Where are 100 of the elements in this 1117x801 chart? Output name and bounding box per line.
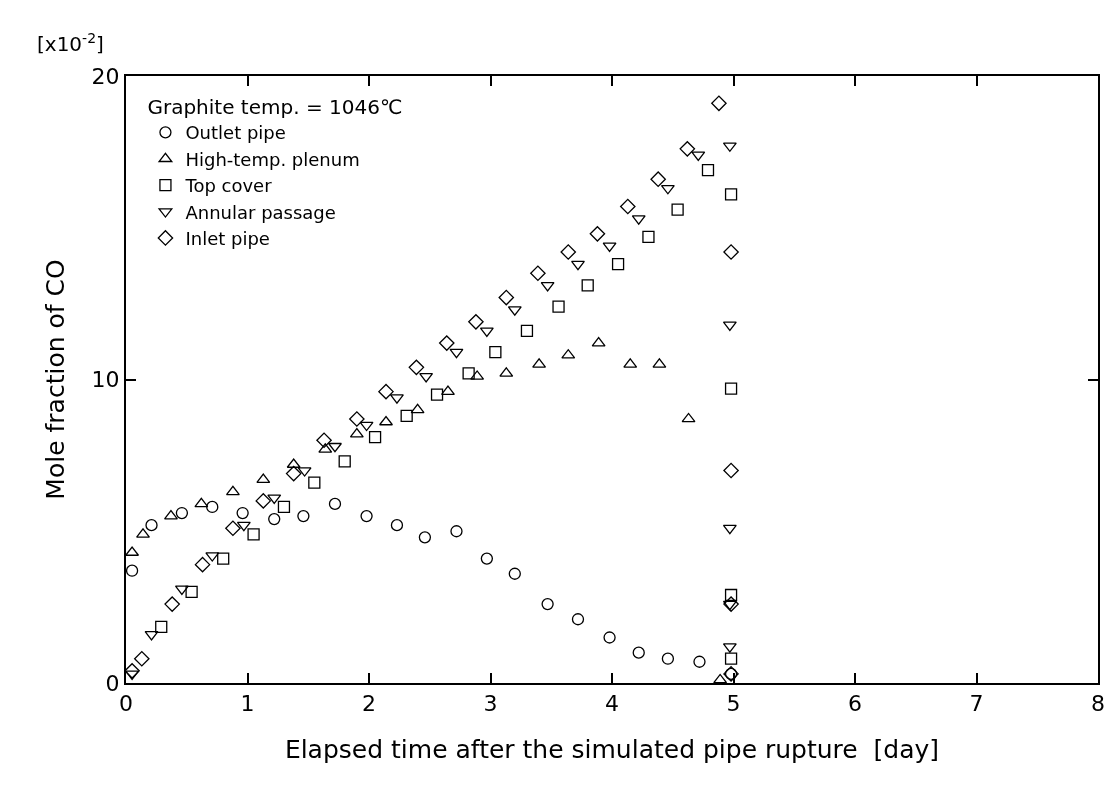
- legend-label: Annular passage: [185, 201, 336, 223]
- point: [722, 600, 737, 611]
- point: [225, 520, 241, 537]
- point: [247, 528, 260, 541]
- legend-label: Outlet pipe: [185, 122, 286, 144]
- point: [285, 465, 302, 482]
- point: [164, 596, 180, 612]
- point: [449, 348, 464, 359]
- y-tick-label: 10: [91, 367, 120, 393]
- x-tick-label: 8: [1091, 691, 1105, 717]
- point: [679, 141, 696, 157]
- point: [723, 596, 739, 612]
- point: [430, 388, 444, 401]
- x-tick-label: 1: [240, 691, 255, 717]
- point: [126, 546, 140, 556]
- point: [410, 403, 425, 414]
- point: [468, 314, 484, 330]
- point: [642, 230, 655, 244]
- point: [438, 335, 455, 351]
- point: [349, 411, 365, 427]
- y-tick-label: 0: [105, 670, 120, 696]
- point: [440, 385, 455, 396]
- x-tick-label: 4: [605, 691, 619, 717]
- point: [489, 346, 502, 359]
- point: [541, 597, 554, 611]
- point: [520, 324, 534, 338]
- point: [681, 412, 696, 423]
- point: [589, 226, 606, 242]
- point: [693, 655, 706, 668]
- point: [660, 184, 675, 195]
- point: [126, 670, 140, 681]
- x-axis-title: Elapsed time after the simulated pipe rupture [day]: [284, 734, 940, 764]
- point: [368, 431, 382, 444]
- point: [724, 652, 738, 665]
- point: [126, 564, 139, 577]
- x-tick-label: 2: [362, 691, 376, 717]
- point: [175, 506, 189, 520]
- legend-title: Graphite temp. = 1046℃: [147, 95, 403, 120]
- point: [602, 242, 617, 253]
- point: [174, 585, 189, 596]
- point: [671, 203, 684, 216]
- point: [711, 95, 727, 112]
- legend-label: Inlet pipe: [185, 227, 270, 249]
- point: [498, 289, 515, 306]
- point: [418, 531, 432, 544]
- point: [722, 321, 737, 332]
- x-tick-label: 3: [483, 691, 498, 717]
- y-axis-title: Mole fraction of CO: [40, 259, 70, 500]
- point: [408, 359, 425, 376]
- point: [134, 650, 150, 667]
- point: [267, 494, 282, 505]
- point: [661, 652, 675, 665]
- point: [650, 171, 666, 187]
- point: [236, 521, 251, 532]
- point: [194, 556, 211, 573]
- point: [723, 244, 739, 260]
- point: [571, 613, 585, 626]
- point: [378, 383, 394, 400]
- point: [328, 497, 342, 511]
- point: [349, 427, 364, 438]
- point: [155, 620, 168, 633]
- point: [508, 567, 521, 580]
- point: [591, 336, 606, 347]
- point: [268, 512, 281, 526]
- point: [722, 524, 737, 535]
- legend-label: Top cover: [184, 175, 273, 197]
- point: [723, 462, 739, 479]
- point: [327, 442, 342, 453]
- x-tick-label: 7: [969, 691, 984, 717]
- point: [185, 585, 198, 599]
- point: [701, 163, 715, 177]
- point: [316, 432, 332, 448]
- point: [359, 421, 374, 432]
- point: [163, 509, 178, 520]
- point: [255, 493, 272, 509]
- point: [603, 631, 616, 644]
- point: [217, 552, 230, 565]
- point: [450, 525, 463, 538]
- point: [632, 646, 645, 659]
- point: [724, 588, 738, 602]
- point: [145, 519, 158, 532]
- point: [530, 265, 546, 282]
- point: [570, 260, 585, 271]
- point: [236, 506, 249, 520]
- point: [308, 476, 321, 489]
- point: [390, 519, 404, 532]
- point: [479, 327, 494, 338]
- point: [277, 500, 291, 514]
- point: [194, 497, 209, 508]
- point: [338, 455, 351, 468]
- x-tick-label: 5: [726, 691, 741, 717]
- point: [724, 188, 738, 201]
- point: [400, 409, 413, 423]
- point: [126, 663, 140, 679]
- point: [206, 500, 219, 514]
- point: [297, 509, 310, 523]
- point: [256, 473, 271, 484]
- point: [724, 382, 738, 395]
- point: [691, 151, 706, 162]
- point: [581, 279, 594, 292]
